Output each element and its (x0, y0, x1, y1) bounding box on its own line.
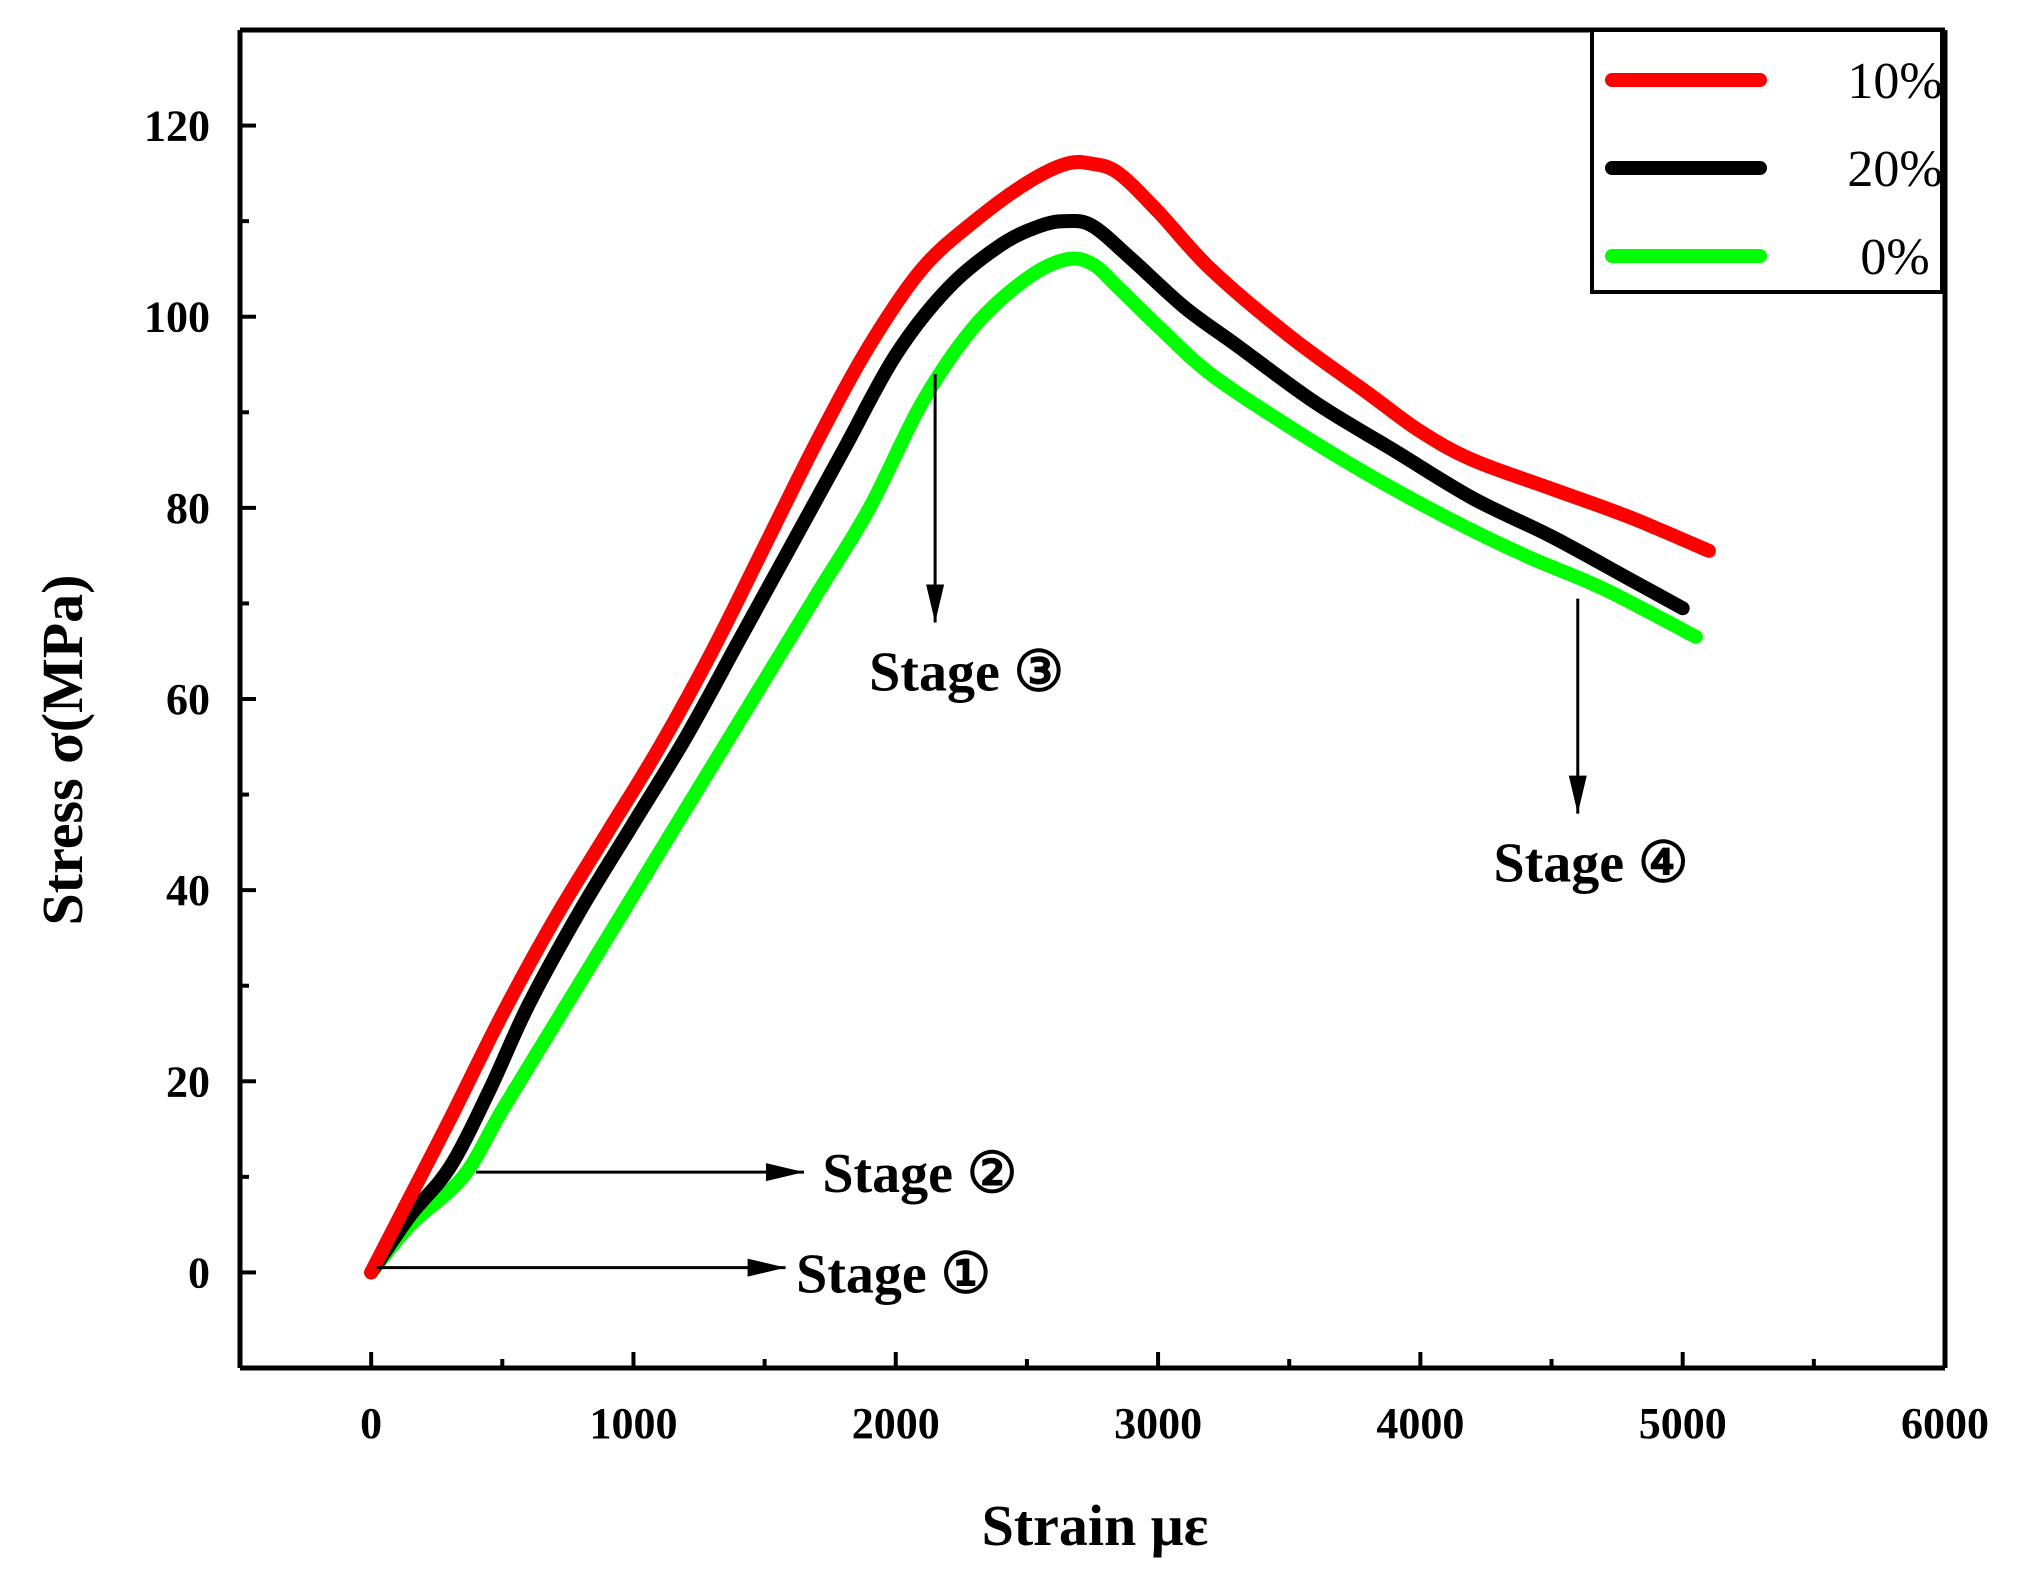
annotation-label: Stage ② (822, 1143, 1017, 1205)
y-tick-label: 80 (166, 484, 210, 533)
legend-label: 20% (1847, 141, 1942, 198)
ticks: 0 1000 2000 3000 4000 5000 6000 0 20 40 60 80 100 120 (144, 102, 1989, 1448)
annotation-label: Stage ④ (1493, 832, 1688, 894)
y-tick-label: 40 (166, 866, 210, 915)
x-tick-label: 5000 (1639, 1399, 1727, 1448)
x-tick-label: 0 (360, 1399, 382, 1448)
series-line-10pct (364, 154, 1716, 1280)
annotation-arrowhead (926, 584, 945, 623)
x-tick-label: 1000 (589, 1399, 677, 1448)
series-line-0pct (364, 251, 1703, 1280)
y-tick-label: 20 (166, 1057, 210, 1106)
annotation-label: Stage ③ (869, 641, 1064, 703)
y-axis-title: Stress σ(MPa) (30, 574, 95, 925)
legend: 10% 20% 0% (1590, 28, 1944, 294)
series-group (364, 154, 1716, 1280)
y-tick-label: 100 (144, 293, 210, 342)
annotation-arrowhead (765, 1163, 804, 1182)
annotation-label: Stage ① (796, 1243, 991, 1305)
y-tick-label: 0 (188, 1248, 210, 1297)
x-tick-label: 3000 (1114, 1399, 1202, 1448)
annotation-arrowhead (1568, 775, 1587, 814)
series-line-20pct (364, 213, 1690, 1280)
x-axis-title: Strain με (982, 1493, 1209, 1558)
y-tick-label: 120 (144, 102, 210, 151)
legend-label: 10% (1847, 53, 1942, 110)
x-tick-label: 6000 (1901, 1399, 1989, 1448)
annotations: Stage ① Stage ② Stage ③ Stage ④ (376, 374, 1688, 1305)
y-tick-label: 60 (166, 675, 210, 724)
annotation-arrowhead (747, 1258, 786, 1277)
x-tick-label: 2000 (852, 1399, 940, 1448)
legend-label: 0% (1860, 229, 1929, 286)
x-tick-label: 4000 (1376, 1399, 1464, 1448)
